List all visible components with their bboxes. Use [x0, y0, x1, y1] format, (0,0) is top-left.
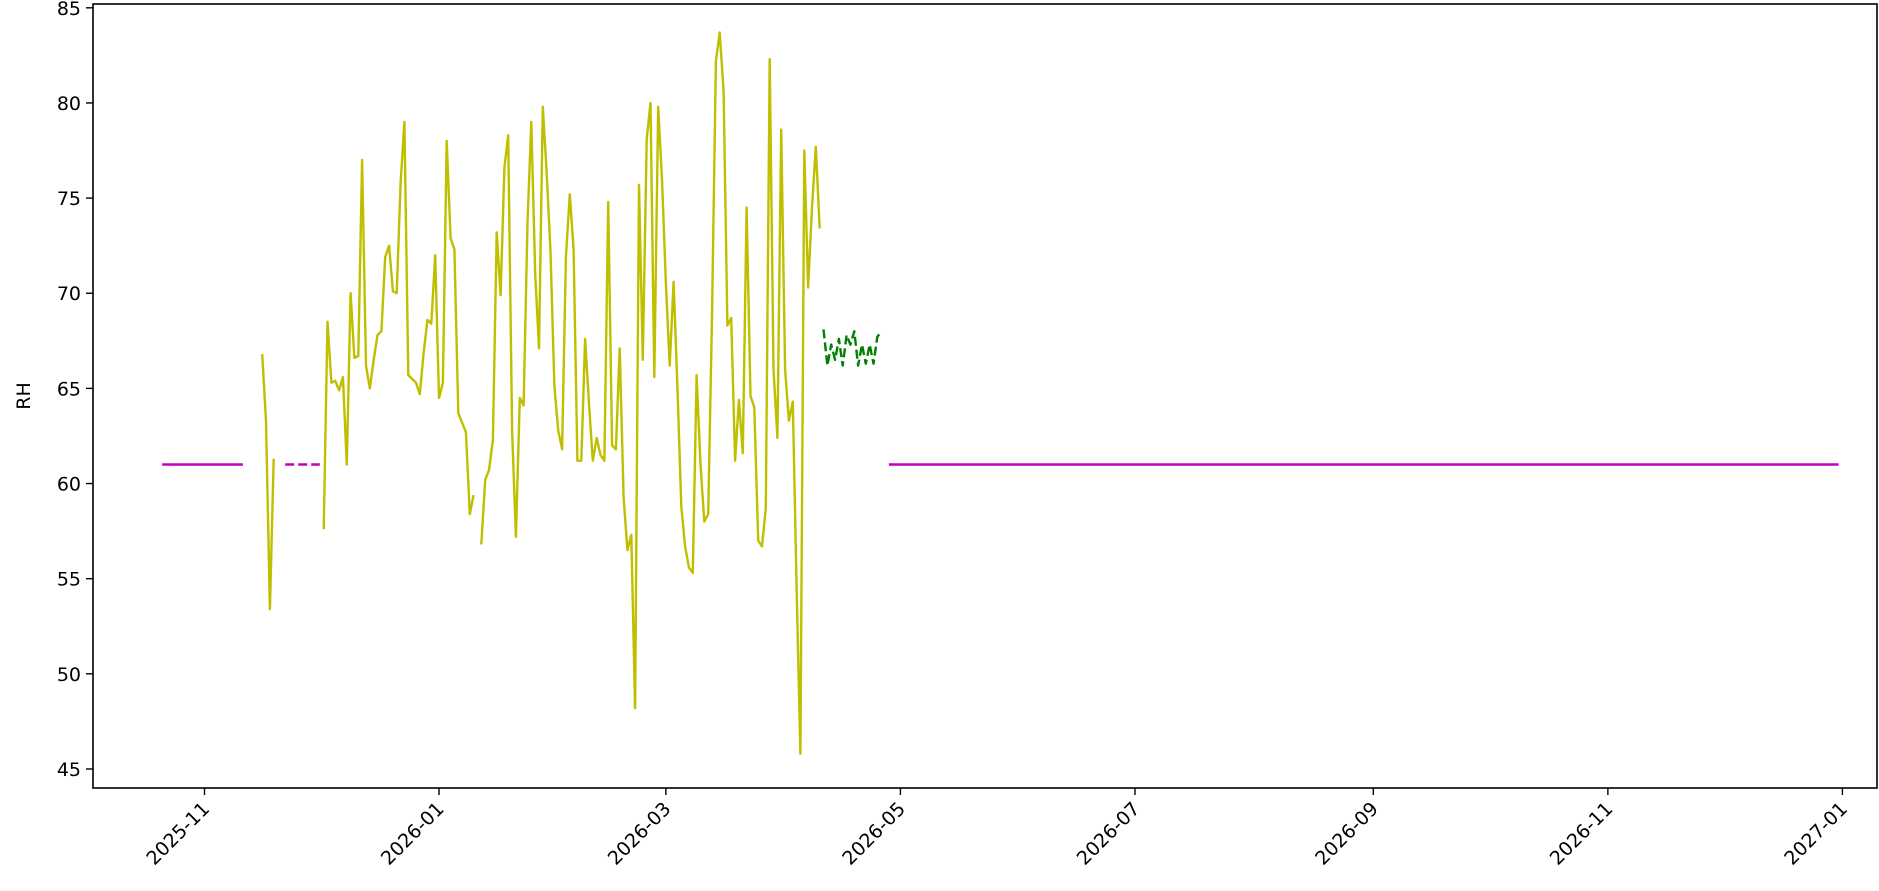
y-tick-label: 65 — [57, 378, 81, 400]
x-tick-label: 2026-01 — [377, 798, 449, 870]
x-tick-label: 2026-03 — [604, 798, 676, 870]
series-2-line-segment-1 — [822, 329, 883, 367]
x-tick-label: 2026-11 — [1546, 798, 1618, 870]
x-tick-label: 2025-11 — [142, 798, 214, 870]
y-tick-label: 80 — [57, 93, 81, 115]
y-tick-label: 75 — [57, 188, 81, 210]
series-layer — [162, 31, 1839, 755]
y-tick-label: 50 — [57, 664, 81, 686]
y-tick-label: 45 — [57, 759, 81, 781]
y-axis-label: RH — [13, 382, 35, 410]
plot-frame — [92, 3, 1878, 789]
series-1-line-segment-1 — [261, 354, 275, 611]
x-tick-label: 2027-01 — [1780, 798, 1852, 870]
y-tick-label: 85 — [57, 0, 81, 20]
y-tick-label: 70 — [57, 283, 81, 305]
series-1-line-segment-3 — [480, 31, 821, 755]
y-axis: 45 50 55 60 65 70 75 80 85 — [57, 0, 93, 781]
x-tick-label: 2026-09 — [1311, 798, 1383, 870]
x-tick-label: 2026-07 — [1073, 798, 1145, 870]
series-1-line-segment-2 — [322, 120, 475, 530]
x-axis: 2025-11 2026-01 2026-03 2026-05 2026-07 2026-… — [142, 788, 1852, 870]
y-tick-label: 60 — [57, 474, 81, 496]
y-tick-label: 55 — [57, 569, 81, 591]
x-tick-label: 2026-05 — [838, 798, 910, 870]
